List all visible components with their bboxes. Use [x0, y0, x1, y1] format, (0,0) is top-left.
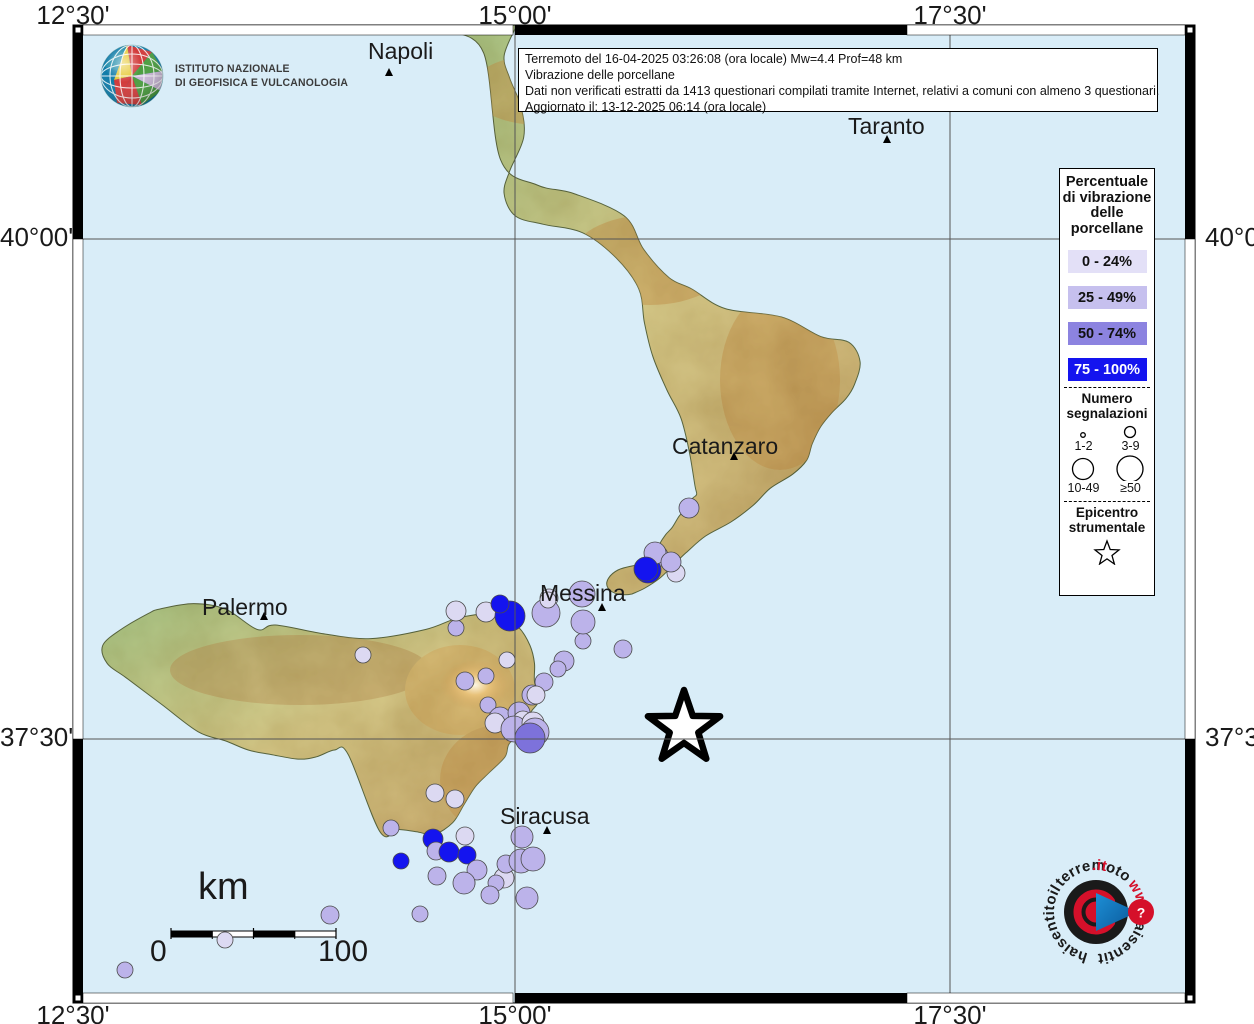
svg-text:?: ? [1137, 905, 1146, 921]
